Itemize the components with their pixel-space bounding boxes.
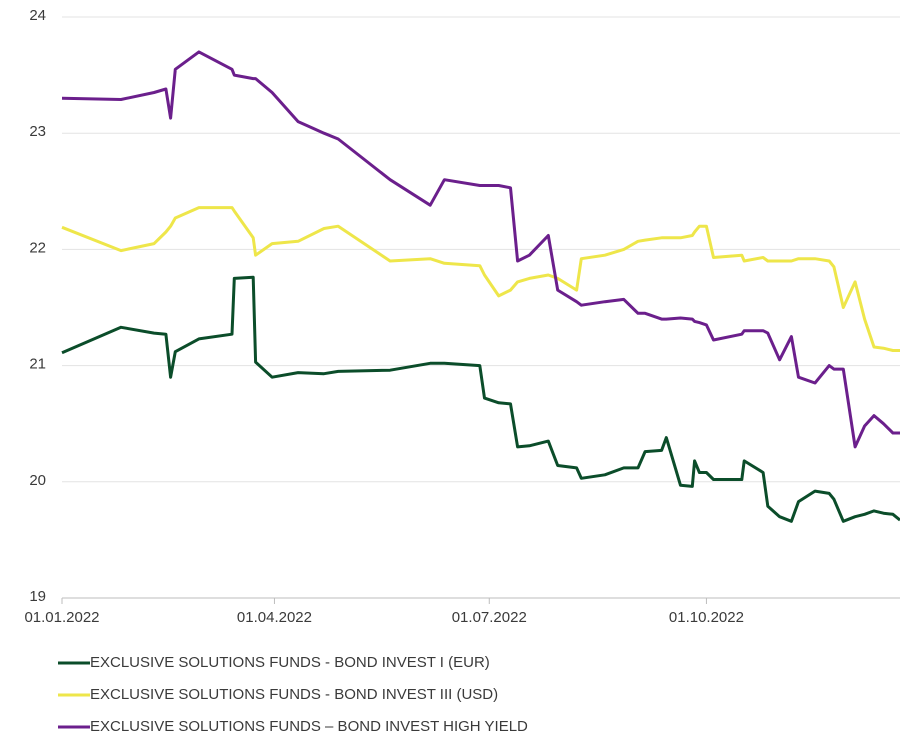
- x-tick-label: 01.10.2022: [669, 609, 744, 626]
- y-tick-label: 19: [29, 588, 46, 605]
- x-tick-label: 01.07.2022: [452, 609, 527, 626]
- legend-label: EXCLUSIVE SOLUTIONS FUNDS - BOND INVEST …: [90, 654, 490, 671]
- legend-label: EXCLUSIVE SOLUTIONS FUNDS - BOND INVEST …: [90, 686, 498, 703]
- y-tick-label: 23: [29, 123, 46, 140]
- x-tick-label: 01.04.2022: [237, 609, 312, 626]
- x-tick-label: 01.01.2022: [24, 609, 99, 626]
- y-tick-label: 20: [29, 472, 46, 489]
- legend-label: EXCLUSIVE SOLUTIONS FUNDS – BOND INVEST …: [90, 718, 528, 735]
- series-line: [61, 50, 900, 449]
- y-tick-label: 21: [29, 356, 46, 373]
- y-tick-label: 24: [29, 7, 46, 24]
- y-tick-label: 22: [29, 239, 46, 256]
- series-line: [61, 275, 900, 523]
- series-line: [61, 206, 900, 352]
